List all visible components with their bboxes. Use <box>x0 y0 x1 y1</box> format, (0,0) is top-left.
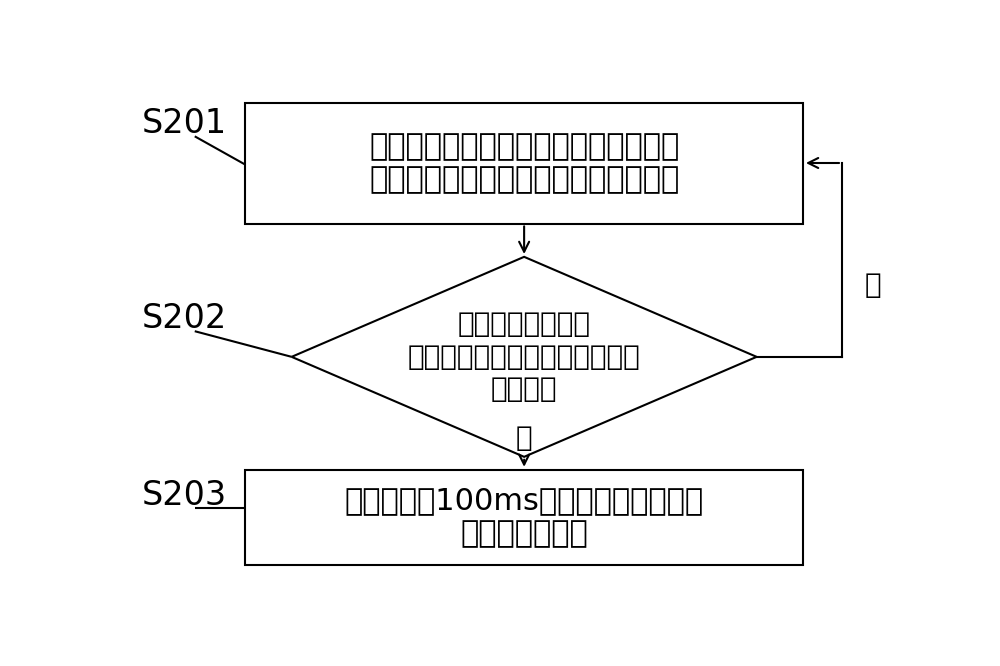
Text: 是: 是 <box>865 271 881 299</box>
Text: 控制该比例阀的当前实际开度增大预设
调整开度，获得比例阀的第一调整开度: 控制该比例阀的当前实际开度增大预设 调整开度，获得比例阀的第一调整开度 <box>369 132 679 194</box>
Bar <box>245 103 803 224</box>
Text: 否: 否 <box>516 424 532 452</box>
Text: 判断该设定开度减
去第一调整开度的结果是否大设
调整开度: 判断该设定开度减 去第一调整开度的结果是否大设 调整开度 <box>408 310 640 403</box>
Text: S202: S202 <box>142 302 227 335</box>
Text: 则在下一个100ms内，将第一调整开度
调整为设定开度: 则在下一个100ms内，将第一调整开度 调整为设定开度 <box>345 486 704 548</box>
Text: S201: S201 <box>142 107 227 140</box>
Text: S203: S203 <box>142 479 227 511</box>
Bar <box>245 470 803 565</box>
Polygon shape <box>292 257 757 457</box>
